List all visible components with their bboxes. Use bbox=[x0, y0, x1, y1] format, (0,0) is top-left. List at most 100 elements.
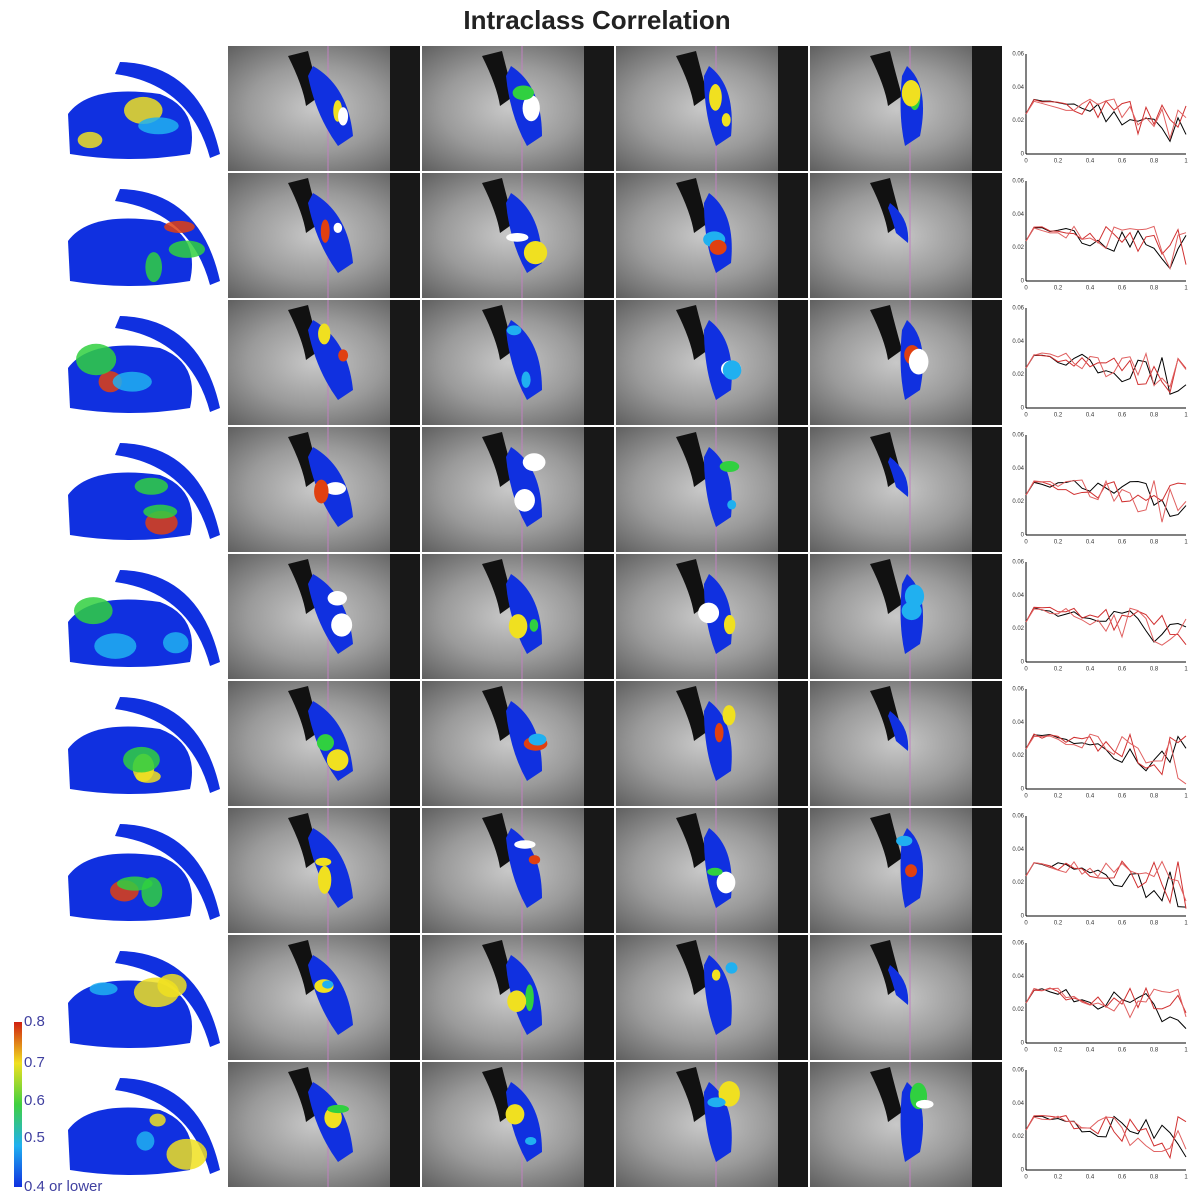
plot-y-tick: 0.06 bbox=[1012, 306, 1024, 312]
dark-band bbox=[778, 808, 808, 933]
roi-hot bbox=[715, 723, 724, 742]
roi-hot bbox=[525, 984, 534, 1011]
roi-hot bbox=[334, 223, 343, 233]
dark-band bbox=[584, 300, 614, 425]
hotspot bbox=[150, 1114, 166, 1127]
plot-x-tick: 0.4 bbox=[1086, 1175, 1095, 1181]
plot-x-tick: 0.6 bbox=[1118, 794, 1127, 800]
roi-hot bbox=[905, 585, 924, 608]
curve bbox=[1026, 482, 1186, 502]
hotspot bbox=[145, 252, 162, 282]
brain-slice bbox=[228, 554, 420, 679]
hotspot bbox=[164, 221, 195, 233]
plot-y-tick: 0.06 bbox=[1012, 941, 1024, 947]
plot-x-tick: 0.6 bbox=[1118, 1048, 1127, 1054]
plot-x-tick: 0.2 bbox=[1054, 413, 1063, 419]
roi-hot bbox=[723, 360, 742, 379]
dark-band bbox=[972, 681, 1002, 806]
figure: Intraclass Correlation 0.80.70.60.50.4 o… bbox=[0, 0, 1194, 1196]
render-3d bbox=[68, 443, 220, 540]
plot-x-tick: 0.2 bbox=[1054, 1175, 1063, 1181]
plot-x-tick: 0.6 bbox=[1118, 1175, 1127, 1181]
brain-slice bbox=[616, 935, 808, 1060]
plot-y-tick: 0.02 bbox=[1012, 1134, 1024, 1140]
dark-band bbox=[584, 935, 614, 1060]
curve bbox=[1026, 355, 1186, 393]
roi-hot bbox=[524, 241, 547, 264]
plot-x-tick: 0.6 bbox=[1118, 921, 1127, 927]
plot-x-tick: 1 bbox=[1184, 286, 1188, 292]
render-3d bbox=[68, 824, 220, 921]
roi-hot bbox=[509, 614, 528, 638]
curve bbox=[1026, 988, 1186, 1017]
brain-slice bbox=[422, 173, 614, 298]
brain-slice bbox=[228, 681, 420, 806]
plot-x-tick: 0.2 bbox=[1054, 1048, 1063, 1054]
colorbar-label: 0.8 bbox=[24, 1013, 45, 1030]
plot-x-tick: 0 bbox=[1024, 413, 1028, 419]
brain-slice bbox=[228, 935, 420, 1060]
plot-x-tick: 0.4 bbox=[1086, 794, 1095, 800]
hotspot bbox=[134, 977, 179, 1007]
brain-slice bbox=[422, 427, 614, 552]
plot-y-tick: 0.04 bbox=[1012, 339, 1024, 345]
plot-x-tick: 0.6 bbox=[1118, 286, 1127, 292]
plot-x-tick: 1 bbox=[1184, 667, 1188, 673]
plot-x-tick: 0.8 bbox=[1150, 159, 1159, 165]
plot-x-tick: 0.8 bbox=[1150, 540, 1159, 546]
dark-band bbox=[778, 46, 808, 171]
plot-x-tick: 0.8 bbox=[1150, 921, 1159, 927]
plot-x-tick: 0.4 bbox=[1086, 540, 1095, 546]
plot-x-tick: 0.4 bbox=[1086, 413, 1095, 419]
dark-band bbox=[972, 1062, 1002, 1187]
plot-y-tick: 0.02 bbox=[1012, 245, 1024, 251]
hotspot bbox=[76, 344, 116, 375]
plot-x-tick: 0.6 bbox=[1118, 540, 1127, 546]
roi-hot bbox=[321, 220, 330, 243]
plot: 0.060.040.02000.20.40.60.81 bbox=[1012, 560, 1188, 673]
roi-hot bbox=[513, 85, 534, 100]
roi-hot bbox=[720, 461, 740, 472]
roi-hot bbox=[523, 453, 546, 471]
dark-band bbox=[778, 300, 808, 425]
dark-band bbox=[390, 808, 420, 933]
brain-slice bbox=[228, 173, 420, 298]
plot-x-tick: 1 bbox=[1184, 794, 1188, 800]
plot-y-tick: 0.06 bbox=[1012, 433, 1024, 439]
plot-x-tick: 0.2 bbox=[1054, 667, 1063, 673]
roi-hot bbox=[528, 734, 546, 746]
roi-hot bbox=[707, 1097, 725, 1107]
roi-hot bbox=[506, 1104, 525, 1124]
plot-x-tick: 1 bbox=[1184, 1175, 1188, 1181]
plot-x-tick: 0.2 bbox=[1054, 159, 1063, 165]
plot-x-tick: 0.6 bbox=[1118, 667, 1127, 673]
hotspot bbox=[169, 241, 205, 258]
hotspot bbox=[74, 597, 113, 624]
plot-y-tick: 0 bbox=[1021, 533, 1025, 539]
plot-x-tick: 0.4 bbox=[1086, 286, 1095, 292]
plot-x-tick: 0 bbox=[1024, 159, 1028, 165]
hotspot bbox=[166, 1139, 207, 1170]
brain-slice bbox=[228, 300, 420, 425]
plot-y-tick: 0.06 bbox=[1012, 179, 1024, 185]
dark-band bbox=[584, 1062, 614, 1187]
curve bbox=[1026, 735, 1186, 771]
plot-y-tick: 0.02 bbox=[1012, 499, 1024, 505]
plot-x-tick: 0.8 bbox=[1150, 286, 1159, 292]
roi-hot bbox=[707, 868, 722, 876]
roi-hot bbox=[896, 836, 912, 846]
brain-slice bbox=[616, 46, 808, 171]
curve bbox=[1026, 480, 1186, 516]
plot-y-tick: 0.02 bbox=[1012, 1007, 1024, 1013]
brain-slice bbox=[810, 46, 1002, 171]
plot-y-tick: 0.02 bbox=[1012, 118, 1024, 124]
plot-y-tick: 0.04 bbox=[1012, 212, 1024, 218]
plot-x-tick: 0.8 bbox=[1150, 667, 1159, 673]
plot: 0.060.040.02000.20.40.60.81 bbox=[1012, 941, 1188, 1054]
brain-slice bbox=[228, 427, 420, 552]
render-3d bbox=[68, 697, 220, 794]
roi-hot bbox=[338, 107, 348, 125]
plot-x-tick: 1 bbox=[1184, 921, 1188, 927]
hotspot bbox=[123, 747, 160, 773]
